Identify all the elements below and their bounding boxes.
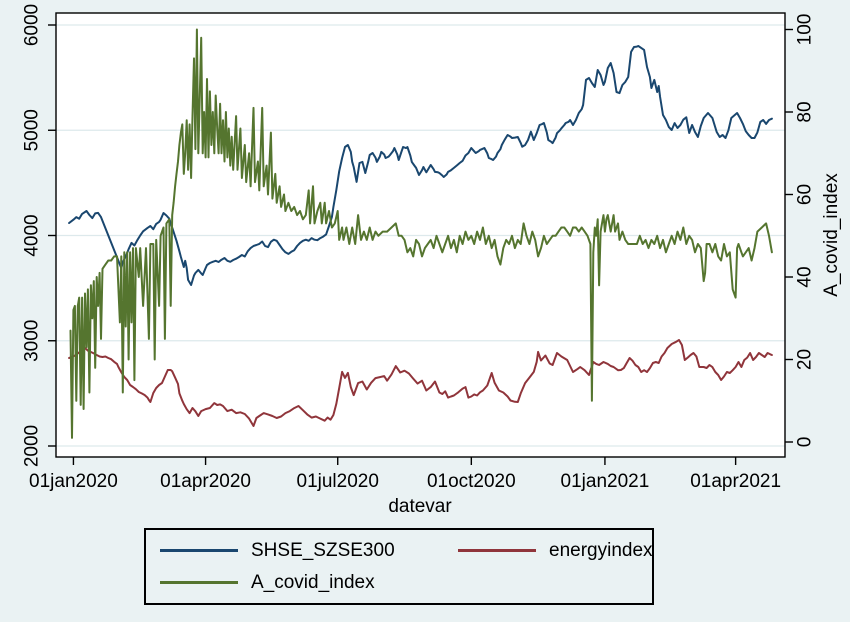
legend-swatch-energyindex xyxy=(458,549,536,552)
x-tick-label: 01apr2020 xyxy=(160,471,251,492)
legend-item: SHSE_SZSE300 xyxy=(160,540,458,562)
left-tick-label: 2000 xyxy=(22,425,43,467)
legend-swatch-shse-szse300 xyxy=(160,549,238,552)
legend-item: energyindex xyxy=(458,540,653,562)
legend-label: energyindex xyxy=(549,539,653,561)
series-line-a_covid_index xyxy=(69,28,773,439)
axis-ticks xyxy=(48,24,793,465)
right-tick-label: 0 xyxy=(795,437,816,448)
x-tick-label: 01jul2020 xyxy=(297,471,379,492)
x-axis-title: datevar xyxy=(388,496,452,517)
legend: SHSE_SZSE300 energyindex A_covid_index xyxy=(144,528,654,605)
x-tick-label: 01oct2020 xyxy=(427,471,516,492)
right-tick-label: 80 xyxy=(795,101,816,122)
series-lines xyxy=(68,28,773,439)
right-tick-label: 60 xyxy=(795,184,816,205)
right-tick-label: 20 xyxy=(795,349,816,370)
legend-swatch-a-covid-index xyxy=(160,581,238,584)
left-tick-label: 5000 xyxy=(22,109,43,151)
axis-tick-labels: 2000 3000 4000 5000 6000 0 20 40 60 80 100 01jan202… xyxy=(22,4,816,492)
right-tick-label: 100 xyxy=(795,14,816,46)
left-tick-label: 6000 xyxy=(22,4,43,46)
gridlines xyxy=(56,24,785,447)
series-line-energyindex xyxy=(68,339,773,427)
x-tick-label: 01apr2021 xyxy=(690,471,781,492)
legend-label: A_covid_index xyxy=(251,571,375,593)
x-tick-label: 01jan2020 xyxy=(29,471,118,492)
left-tick-label: 3000 xyxy=(22,320,43,362)
right-axis-title: A_covid_index xyxy=(821,173,842,297)
legend-item: A_covid_index xyxy=(160,572,458,594)
right-tick-label: 40 xyxy=(795,266,816,287)
left-tick-label: 4000 xyxy=(22,214,43,256)
series-line-shse_szse300 xyxy=(68,45,773,286)
legend-label: SHSE_SZSE300 xyxy=(251,539,395,561)
x-tick-label: 01jan2021 xyxy=(561,471,650,492)
